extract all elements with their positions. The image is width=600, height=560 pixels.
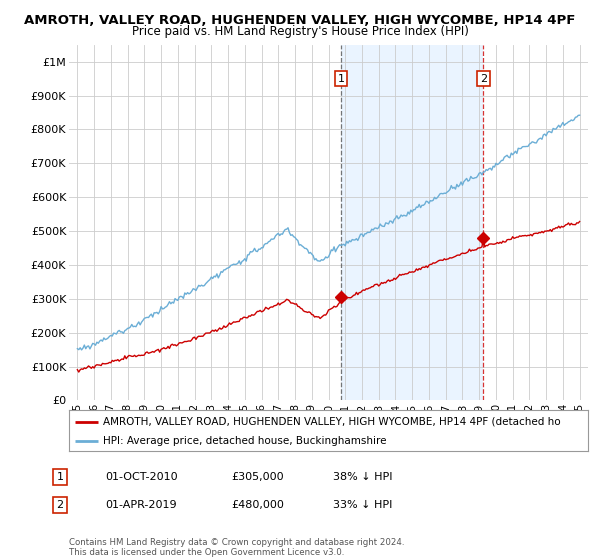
Text: 01-APR-2019: 01-APR-2019 [105, 500, 176, 510]
Text: AMROTH, VALLEY ROAD, HUGHENDEN VALLEY, HIGH WYCOMBE, HP14 4PF (detached ho: AMROTH, VALLEY ROAD, HUGHENDEN VALLEY, H… [103, 417, 560, 427]
Text: HPI: Average price, detached house, Buckinghamshire: HPI: Average price, detached house, Buck… [103, 436, 386, 446]
Text: 2: 2 [56, 500, 64, 510]
Text: Price paid vs. HM Land Registry's House Price Index (HPI): Price paid vs. HM Land Registry's House … [131, 25, 469, 38]
Text: 38% ↓ HPI: 38% ↓ HPI [333, 472, 392, 482]
Text: £305,000: £305,000 [231, 472, 284, 482]
Text: 01-OCT-2010: 01-OCT-2010 [105, 472, 178, 482]
Text: AMROTH, VALLEY ROAD, HUGHENDEN VALLEY, HIGH WYCOMBE, HP14 4PF: AMROTH, VALLEY ROAD, HUGHENDEN VALLEY, H… [25, 14, 575, 27]
Text: 1: 1 [338, 74, 344, 83]
Text: 2: 2 [480, 74, 487, 83]
Text: 1: 1 [56, 472, 64, 482]
Bar [341, 45, 484, 400]
Text: Contains HM Land Registry data © Crown copyright and database right 2024.
This d: Contains HM Land Registry data © Crown c… [69, 538, 404, 557]
Text: 33% ↓ HPI: 33% ↓ HPI [333, 500, 392, 510]
Text: £480,000: £480,000 [231, 500, 284, 510]
